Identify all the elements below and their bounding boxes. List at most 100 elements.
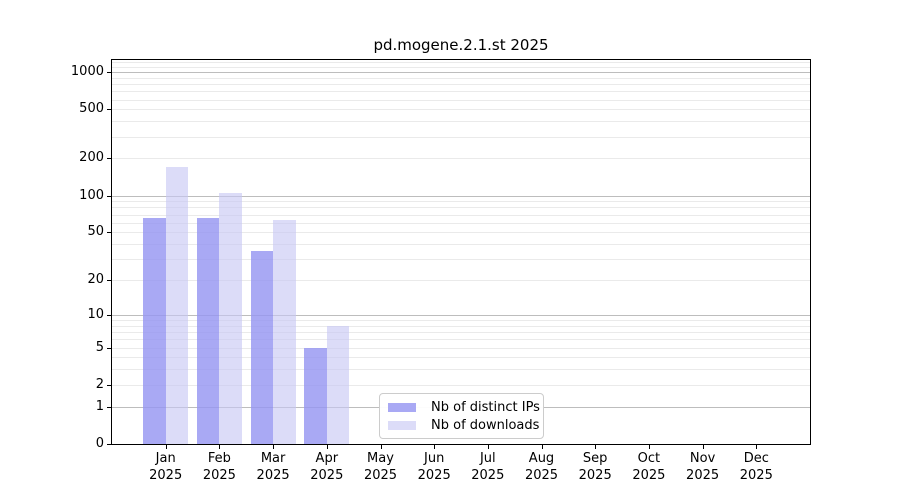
legend-label-distinct-ips: Nb of distinct IPs [431,400,540,415]
x-tick-year: 2025 [363,468,398,483]
minor-gridline-6 [112,339,810,341]
legend: Nb of distinct IPs Nb of downloads [379,393,544,439]
minor-gridline-5 [112,347,810,349]
x-tick-may [380,445,382,449]
x-tick-year: 2025 [632,468,666,483]
y-tick-label-1: 1 [95,398,104,414]
minor-gridline-90 [112,201,810,203]
legend-label-downloads: Nb of downloads [431,418,540,433]
x-tick-year: 2025 [739,468,773,483]
x-tick-month: Nov [689,451,716,466]
y-tick-label-10: 10 [87,306,104,322]
x-tick-label-mar: Mar 2025 [241,450,305,484]
x-tick-jul [487,445,489,449]
minor-gridline-300 [112,136,810,138]
minor-gridline-2 [112,384,810,386]
minor-gridline-60 [112,222,810,224]
minor-gridline-700 [112,91,810,93]
y-tick-200 [107,158,111,160]
minor-gridline-4 [112,357,810,359]
x-tick-month: Dec [743,451,769,466]
minor-gridline-70 [112,214,810,216]
y-tick-0 [107,444,111,445]
x-tick-month: Jun [424,451,445,466]
y-tick-label-1000: 1000 [70,64,104,79]
minor-gridline-7 [112,332,810,333]
y-tick-1 [107,406,111,408]
x-tick-year: 2025 [578,468,612,483]
bar-distinct-ips-jan [143,218,166,444]
y-tick-label-0: 0 [95,436,104,451]
x-tick-label-sep: Sep 2025 [563,450,627,484]
major-gridline-1000 [112,72,810,73]
x-tick-label-jan: Jan 2025 [134,450,198,484]
y-tick-label-50: 50 [87,224,104,240]
y-tick-1000 [107,72,111,73]
x-tick-label-aug: Aug 2025 [510,450,574,484]
minor-gridline-400 [112,121,810,123]
x-tick-year: 2025 [149,468,183,483]
x-tick-year: 2025 [686,468,720,483]
x-tick-year: 2025 [471,468,505,483]
minor-gridline-30 [112,259,810,261]
x-tick-label-nov: Nov 2025 [671,450,735,484]
minor-gridline-20 [112,280,810,282]
bar-downloads-jan [165,167,189,444]
bar-downloads-mar [273,220,296,444]
minor-gridline-80 [112,207,810,209]
minor-gridline-1100 [112,66,810,68]
y-tick-10 [107,314,111,316]
minor-gridline-500 [112,109,810,111]
x-tick-jun [434,445,436,449]
plot-area [111,59,811,445]
x-tick-month: Jul [479,451,496,466]
major-gridline-10 [112,314,810,316]
y-tick-50 [107,232,111,234]
x-tick-month: Apr [315,451,339,466]
y-tick-2 [107,384,111,386]
x-tick-label-apr: Apr 2025 [295,450,359,484]
x-tick-label-jul: Jul 2025 [456,450,520,484]
x-tick-month: Sep [582,451,608,466]
y-tick-20 [107,280,111,282]
minor-gridline-40 [112,244,810,245]
x-tick-year: 2025 [417,468,451,483]
x-tick-label-may: May 2025 [349,450,413,484]
legend-item-distinct-ips: Nb of distinct IPs [387,399,540,416]
y-tick-label-20: 20 [87,272,104,288]
x-tick-month: Jan [155,451,176,466]
x-tick-month: Feb [207,451,231,466]
bar-downloads-apr [326,325,350,444]
minor-gridline-200 [112,158,810,160]
x-tick-mar [273,445,275,449]
y-tick-label-500: 500 [79,101,104,117]
x-tick-year: 2025 [524,468,559,483]
x-tick-month: Aug [528,451,555,466]
y-tick-label-5: 5 [95,339,104,355]
x-tick-month: Mar [260,451,286,466]
x-tick-dec [756,445,758,449]
bar-downloads-feb [219,192,242,444]
minor-gridline-8 [112,325,810,327]
x-tick-oct [648,445,650,449]
x-tick-feb [219,445,221,449]
legend-item-downloads: Nb of downloads [387,417,540,434]
x-tick-sep [595,445,597,449]
legend-swatch-downloads [388,421,416,430]
bar-distinct-ips-mar [250,251,274,444]
minor-gridline-3 [112,369,810,371]
x-tick-apr [326,445,328,449]
y-tick-100 [107,195,111,197]
minor-gridline-50 [112,232,810,234]
bar-distinct-ips-feb [196,218,220,444]
bar-distinct-ips-apr [304,347,327,444]
minor-gridline-1200 [112,62,810,64]
minor-gridline-900 [112,77,810,79]
y-tick-label-100: 100 [79,187,104,203]
minor-gridline-600 [112,99,810,101]
x-tick-jan [165,445,167,449]
minor-gridline-800 [112,84,810,85]
x-tick-year: 2025 [202,468,236,483]
y-tick-5 [107,347,111,349]
major-gridline-100 [112,195,810,197]
